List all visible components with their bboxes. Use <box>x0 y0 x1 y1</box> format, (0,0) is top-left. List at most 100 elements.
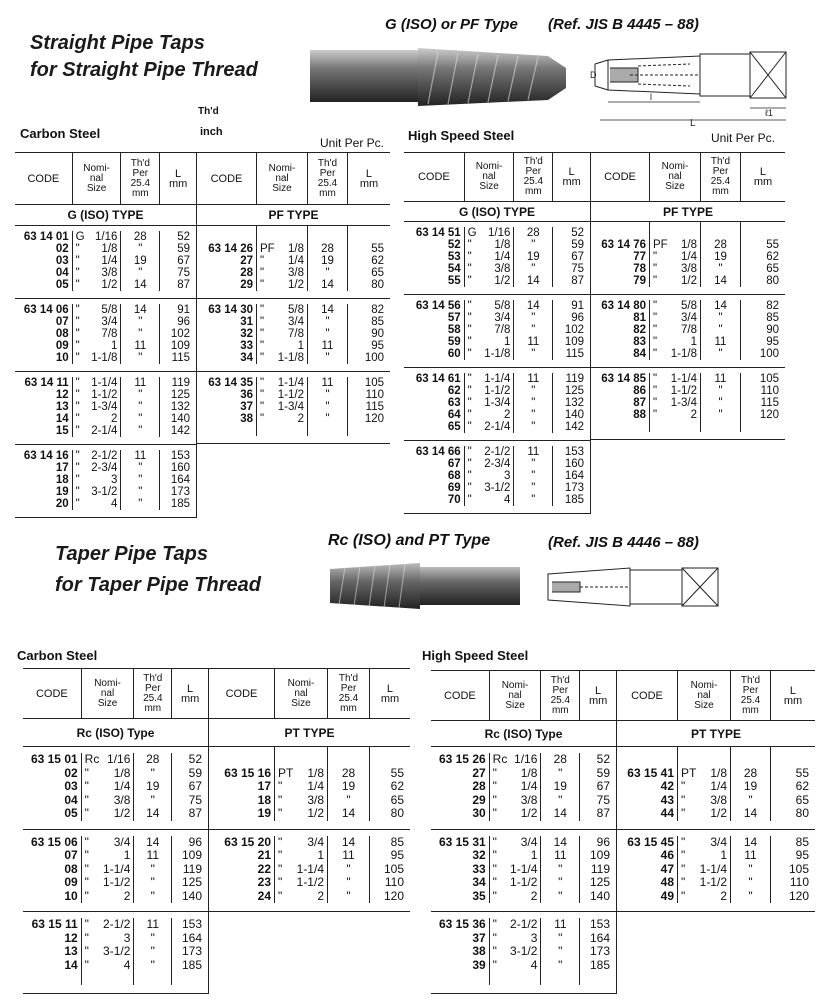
length-mm: 160 <box>170 462 190 474</box>
length-column: 85 95 105 110 120 <box>771 835 815 904</box>
length-column: 55 62 65 80 <box>370 747 410 821</box>
threads-per-inch: " <box>325 389 330 401</box>
size-value: 1-1/2 <box>670 385 697 397</box>
threads-per-inch: " <box>531 312 536 324</box>
nominal-size: " 1-1/4 <box>85 862 131 877</box>
size-value: 1-3/4 <box>277 401 304 413</box>
header-code: CODE <box>617 671 678 720</box>
size-prefix: " <box>260 389 265 401</box>
length-mm: 90 <box>371 328 384 340</box>
straight-tap-photo <box>310 48 566 106</box>
size-value: 2-1/2 <box>103 917 131 931</box>
section2-ref: (Ref. JIS B 4446 – 88) <box>548 534 699 551</box>
nominal-size: " 1/4 <box>278 779 324 794</box>
item-code: 15 <box>55 425 69 437</box>
threads-per-inch: " <box>718 397 723 409</box>
size-value: 7/8 <box>101 328 118 340</box>
size-value: 2 <box>504 409 511 421</box>
header-thd: Th'd Per 25.4 mm <box>731 671 771 720</box>
nominal-size: " 2 <box>468 409 511 421</box>
title-line-2: for Straight Pipe Thread <box>30 59 258 81</box>
nominal-size: " 1 <box>493 848 538 863</box>
row-group: 63 14 76 77 78 79 PF 1/8 " 1/4 " 3/8 " 1/2 28 19 " 14 55… <box>591 222 785 295</box>
nominal-size: " 1/2 <box>653 275 697 287</box>
size-prefix: " <box>260 267 265 279</box>
item-code: 17 <box>257 779 271 793</box>
right-half: CODE Nomi- nal Size Th'd Per 25.4 mm L mm PF… <box>197 152 390 518</box>
header-l: L mm <box>588 684 608 707</box>
item-code: 77 <box>633 251 646 263</box>
length-column: 119 125 132 140 142 <box>553 373 590 433</box>
nominal-size: " 3/4 <box>468 312 511 324</box>
length-column: 119 125 132 140 142 <box>160 377 196 437</box>
nominal-size: " 3 <box>85 931 131 946</box>
item-code: 65 <box>447 421 461 433</box>
code-column: 63 15 26 27 28 29 30 <box>431 752 490 821</box>
size-value: 1/8 <box>113 765 131 780</box>
nominal-size: " 3/4 <box>85 835 131 850</box>
right-type-title: PT TYPE <box>617 721 815 747</box>
item-code: 63 14 06 <box>23 304 69 316</box>
code-column: 63 14 51 52 53 54 55 <box>404 227 465 287</box>
size-prefix: " <box>75 389 80 401</box>
length-mm: 185 <box>589 957 611 972</box>
nominal-size: " 3/8 <box>681 793 727 808</box>
item-code: 63 15 06 <box>30 834 78 849</box>
item-code: 88 <box>633 409 646 421</box>
threads-per-inch: " <box>138 425 143 437</box>
thread-column: 28 " 19 " 14 <box>541 752 581 821</box>
length-mm: 120 <box>364 413 384 425</box>
threads-per-inch: 14 <box>146 834 160 849</box>
material-label: Carbon Steel <box>20 126 101 141</box>
length-mm: 52 <box>596 752 611 766</box>
item-code: 63 15 36 <box>438 917 486 931</box>
nominal-size: " 2-1/2 <box>76 450 118 462</box>
item-code: 33 <box>240 340 253 352</box>
nominal-size: " 1 <box>653 336 697 348</box>
length-mm: 52 <box>571 227 584 239</box>
size-prefix: " <box>84 779 89 793</box>
nominal-size: " 3/8 <box>468 263 511 275</box>
threads-per-inch: " <box>346 888 351 903</box>
nominal-size: " 1-1/4 <box>278 862 324 877</box>
length-mm: 67 <box>177 255 190 267</box>
length-mm: 75 <box>177 267 190 279</box>
header-thd: Th'd Per 25.4 mm <box>328 669 370 718</box>
length-mm: 102 <box>170 328 190 340</box>
length-mm: 120 <box>788 888 809 903</box>
nominal-size: " 3/8 <box>493 793 538 808</box>
header-row: CODE Nomi- nal Size Th'd Per 25.4 mm L mm <box>197 152 390 205</box>
header-l: L mm <box>359 167 379 190</box>
size-value: 2 <box>297 413 304 425</box>
size-value: 1 <box>111 340 118 352</box>
item-code: 36 <box>240 389 253 401</box>
item-code: 64 <box>447 409 461 421</box>
item-code: 78 <box>633 263 646 275</box>
nominal-size: " 3/4 <box>260 316 304 328</box>
nominal-size: " 1-3/4 <box>468 397 511 409</box>
length-mm: 82 <box>371 304 384 316</box>
threads-per-inch: " <box>138 401 143 413</box>
item-code: 55 <box>447 275 461 287</box>
size-column: PF 1/8 " 1/4 " 3/8 " 1/2 <box>650 222 701 287</box>
size-value: 1-1/4 <box>670 373 697 385</box>
length-column: 55 62 65 80 <box>741 222 785 287</box>
header-row: CODE Nomi- nal Size Th'd Per 25.4 mm L mm <box>23 668 208 719</box>
threads-per-inch: " <box>150 930 155 945</box>
size-prefix: " <box>84 765 89 780</box>
nominal-size: " 4 <box>468 494 511 506</box>
header-size: Nomi- nal Size <box>465 153 515 201</box>
size-prefix: " <box>653 312 658 324</box>
title-line-1: Straight Pipe Taps <box>30 32 205 54</box>
size-value: 2 <box>111 413 118 425</box>
threads-per-inch: " <box>558 861 563 876</box>
nominal-size: " 5/8 <box>653 300 697 312</box>
threads-per-inch: 11 <box>134 377 147 389</box>
size-value: 1-1/8 <box>91 352 118 364</box>
length-mm: 87 <box>188 806 202 820</box>
item-code: 63 15 20 <box>224 834 271 849</box>
thread-column: 11 " " " " <box>514 446 554 506</box>
threads-per-inch: " <box>138 243 143 255</box>
nominal-size: " 1 <box>681 848 727 863</box>
threads-per-inch: 14 <box>714 300 727 312</box>
